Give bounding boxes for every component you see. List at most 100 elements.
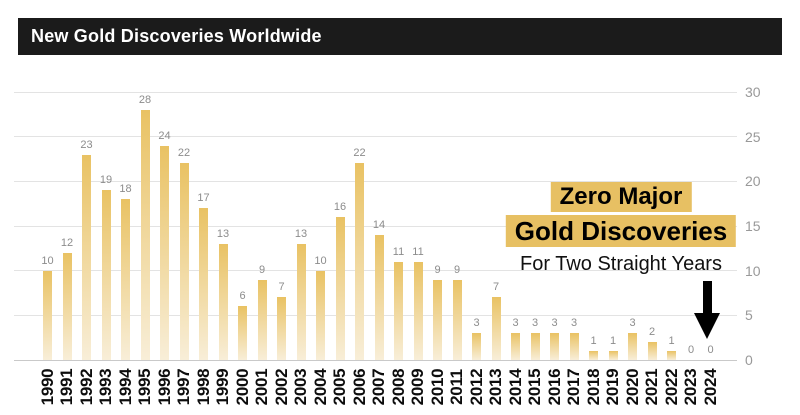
- bar-value-label: 3: [629, 317, 636, 330]
- y-tick-label: 25: [745, 128, 761, 145]
- x-axis-label-2023: 2023: [681, 368, 700, 406]
- bar-value-label: 6: [239, 290, 246, 303]
- x-axis-label-1996: 1996: [154, 368, 174, 406]
- annotation-line2: Gold Discoveries: [505, 215, 737, 247]
- bar-2022: [667, 351, 676, 360]
- chart-title-bar: New Gold Discoveries Worldwide: [18, 18, 782, 55]
- chart-title: New Gold Discoveries Worldwide: [31, 26, 322, 46]
- bar-value-label: 19: [99, 174, 113, 187]
- bar-value-label: 14: [372, 218, 386, 231]
- y-tick-label: 5: [745, 307, 753, 324]
- bar-2018: [589, 351, 598, 360]
- bar-value-label: 28: [138, 93, 152, 106]
- x-axis-label-2006: 2006: [349, 368, 369, 406]
- bar-2015: [530, 333, 540, 360]
- bar-value-label: 13: [294, 227, 308, 240]
- bar-value-label: 16: [333, 201, 347, 214]
- bar-1998: [199, 208, 208, 360]
- x-axis-label-1990: 1990: [37, 368, 57, 406]
- bar-2003: [296, 243, 306, 360]
- x-axis-label-2019: 2019: [603, 368, 622, 406]
- bar-value-label: 9: [434, 263, 441, 276]
- down-arrow-shaft: [702, 281, 712, 313]
- bar-1990: [43, 270, 52, 360]
- bar-value-label: 3: [570, 317, 578, 330]
- bar-1996: [160, 145, 169, 360]
- x-axis-label-2007: 2007: [369, 368, 388, 406]
- bar-value-label: 11: [392, 245, 405, 258]
- x-axis-label-2001: 2001: [252, 368, 271, 406]
- x-axis-label-1997: 1997: [174, 368, 193, 406]
- bar-1997: [179, 163, 189, 360]
- annotation-callout: Zero Major Gold Discoveries For Two Stra…: [505, 182, 737, 275]
- bar-2017: [569, 333, 579, 360]
- bar-2000: [238, 306, 247, 360]
- bar-2019: [608, 351, 618, 360]
- bar-value-label: 0: [687, 344, 695, 356]
- bar-value-label: 3: [551, 317, 558, 330]
- y-tick-label: 15: [745, 218, 761, 234]
- bar-value-label: 1: [609, 335, 617, 348]
- x-axis-label-1998: 1998: [193, 368, 213, 406]
- bar-value-label: 22: [353, 147, 366, 160]
- bar-2021: [647, 342, 657, 360]
- x-axis-label-2011: 2011: [447, 369, 466, 405]
- bar-value-label: 23: [80, 138, 93, 151]
- bar-2006: [355, 163, 364, 360]
- bar-2010: [433, 279, 442, 360]
- annotation-line1: Zero Major: [550, 182, 692, 212]
- bar-value-label: 0: [707, 344, 714, 356]
- bar-value-label: 3: [473, 317, 480, 330]
- annotation-subtitle: For Two Straight Years: [520, 253, 722, 275]
- bar-value-label: 3: [531, 317, 539, 330]
- gridline: [14, 91, 737, 93]
- x-axis-label-2014: 2014: [505, 368, 525, 406]
- bar-2014: [511, 333, 520, 360]
- gridline: [14, 136, 737, 138]
- bar-1992: [82, 154, 91, 360]
- bar-2001: [257, 279, 267, 360]
- bar-value-label: 10: [41, 254, 54, 267]
- bar-2007: [374, 234, 384, 360]
- gridline: [14, 180, 737, 182]
- x-axis-label-2020: 2020: [622, 368, 642, 406]
- x-axis-label-1994: 1994: [115, 368, 135, 406]
- bar-2016: [550, 333, 559, 360]
- down-arrow-head: [694, 313, 720, 339]
- bar-2002: [277, 297, 286, 360]
- bar-2011: [452, 279, 462, 360]
- bar-value-label: 11: [412, 245, 424, 258]
- x-axis-label-2009: 2009: [408, 368, 427, 406]
- x-axis-label-2015: 2015: [525, 368, 544, 406]
- x-axis-label-1993: 1993: [96, 368, 115, 406]
- x-axis-label-2005: 2005: [330, 368, 349, 406]
- bar-1991: [62, 252, 72, 360]
- bar-value-label: 10: [314, 254, 327, 267]
- y-tick-label: 30: [745, 84, 761, 100]
- x-axis-label-2003: 2003: [291, 368, 310, 406]
- down-arrow-icon: [694, 281, 720, 339]
- bar-value-label: 18: [119, 183, 132, 196]
- gridline: [14, 225, 737, 227]
- bar-2008: [394, 261, 403, 360]
- x-axis-label-1995: 1995: [135, 368, 154, 406]
- x-axis-label-1999: 1999: [213, 368, 232, 406]
- bar-value-label: 9: [453, 263, 461, 276]
- x-axis-label-2013: 2013: [486, 368, 505, 406]
- bar-2009: [413, 261, 423, 360]
- x-axis-label-2016: 2016: [544, 368, 564, 406]
- x-axis-label-1991: 1991: [57, 368, 76, 406]
- bar-2004: [316, 270, 325, 360]
- x-axis-label-2000: 2000: [232, 368, 252, 406]
- bar-2012: [472, 333, 481, 360]
- x-axis-label-2008: 2008: [388, 368, 408, 406]
- bar-1995: [140, 109, 150, 360]
- bar-value-label: 12: [60, 236, 74, 249]
- bar-value-label: 7: [278, 281, 285, 294]
- x-axis-label-2018: 2018: [583, 368, 603, 406]
- x-axis-label-1992: 1992: [76, 368, 96, 406]
- x-axis-label-2021: 2021: [642, 368, 661, 406]
- y-tick-label: 0: [745, 352, 753, 368]
- bar-value-label: 7: [492, 281, 500, 294]
